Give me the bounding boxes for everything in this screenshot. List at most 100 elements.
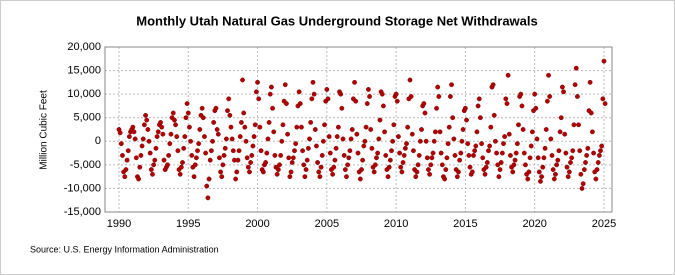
point bbox=[528, 143, 534, 149]
point bbox=[547, 94, 553, 99]
point bbox=[294, 124, 300, 130]
point bbox=[426, 167, 431, 172]
point bbox=[241, 110, 247, 116]
point bbox=[533, 105, 539, 111]
point bbox=[346, 155, 352, 161]
point bbox=[400, 160, 406, 165]
point bbox=[141, 122, 147, 128]
point bbox=[405, 124, 411, 130]
point bbox=[595, 160, 601, 165]
point bbox=[570, 148, 576, 154]
point bbox=[550, 167, 556, 172]
point bbox=[315, 160, 320, 165]
y-tick-label: 10,000 bbox=[67, 88, 101, 100]
point bbox=[371, 169, 377, 175]
point bbox=[125, 148, 131, 154]
point bbox=[355, 150, 361, 156]
point bbox=[189, 153, 195, 158]
point bbox=[223, 136, 229, 142]
point bbox=[482, 171, 488, 177]
point bbox=[319, 153, 325, 158]
point bbox=[466, 153, 472, 158]
point bbox=[361, 143, 367, 149]
point bbox=[458, 150, 464, 156]
point bbox=[563, 150, 569, 156]
point bbox=[360, 157, 366, 163]
point bbox=[307, 136, 312, 142]
point bbox=[240, 77, 245, 83]
point bbox=[419, 127, 424, 132]
point bbox=[353, 98, 359, 104]
point bbox=[265, 136, 271, 142]
y-tick-label: -15,000 bbox=[64, 206, 101, 218]
point bbox=[347, 148, 353, 154]
point bbox=[296, 89, 302, 95]
point bbox=[417, 138, 423, 144]
x-tick-label: 2015 bbox=[453, 218, 477, 230]
point bbox=[577, 148, 583, 154]
point bbox=[206, 176, 212, 182]
point bbox=[287, 174, 293, 180]
point bbox=[376, 136, 382, 142]
point bbox=[352, 79, 357, 85]
point bbox=[316, 169, 322, 175]
point bbox=[497, 167, 503, 172]
point bbox=[327, 150, 333, 156]
point bbox=[161, 157, 167, 163]
point bbox=[483, 164, 489, 170]
point bbox=[272, 153, 278, 158]
point bbox=[510, 169, 516, 175]
point bbox=[407, 77, 413, 83]
point bbox=[364, 101, 370, 106]
point bbox=[581, 167, 587, 172]
point bbox=[137, 164, 143, 170]
point bbox=[279, 138, 285, 144]
point bbox=[526, 169, 532, 175]
point bbox=[266, 120, 272, 125]
point bbox=[145, 127, 151, 132]
point bbox=[344, 174, 349, 180]
point bbox=[387, 157, 393, 163]
point bbox=[546, 72, 551, 78]
point bbox=[205, 195, 211, 201]
point bbox=[457, 157, 463, 163]
point bbox=[247, 169, 252, 175]
point bbox=[557, 129, 563, 135]
point bbox=[379, 91, 385, 97]
x-tick-label: 2005 bbox=[315, 218, 339, 230]
point bbox=[413, 174, 419, 180]
point bbox=[320, 138, 326, 144]
point bbox=[386, 164, 392, 170]
point bbox=[235, 157, 241, 163]
point bbox=[146, 138, 152, 144]
point bbox=[264, 150, 270, 156]
point bbox=[579, 186, 585, 191]
point bbox=[305, 145, 311, 151]
point bbox=[228, 124, 234, 130]
point bbox=[236, 148, 242, 154]
point bbox=[214, 127, 220, 132]
point bbox=[398, 164, 404, 170]
point bbox=[408, 94, 414, 99]
point bbox=[215, 131, 221, 137]
point bbox=[207, 157, 213, 163]
point bbox=[449, 82, 454, 88]
point bbox=[130, 124, 136, 130]
point bbox=[573, 65, 579, 71]
point bbox=[124, 157, 130, 163]
point bbox=[229, 136, 235, 142]
point bbox=[193, 155, 199, 161]
point bbox=[496, 174, 502, 180]
point bbox=[195, 148, 200, 154]
point bbox=[564, 164, 570, 170]
point bbox=[565, 174, 571, 180]
point bbox=[472, 148, 478, 154]
point bbox=[138, 153, 144, 158]
point bbox=[349, 127, 355, 132]
point bbox=[172, 117, 177, 123]
point bbox=[312, 127, 318, 132]
point bbox=[332, 157, 338, 163]
point bbox=[196, 141, 202, 147]
point bbox=[527, 155, 533, 161]
point bbox=[260, 169, 266, 175]
